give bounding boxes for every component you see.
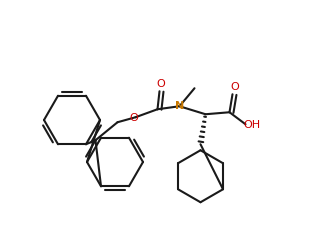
Text: O: O — [156, 79, 165, 89]
Text: O: O — [129, 113, 138, 123]
Text: N: N — [175, 101, 184, 111]
Text: OH: OH — [243, 120, 260, 130]
Text: O: O — [230, 82, 239, 92]
